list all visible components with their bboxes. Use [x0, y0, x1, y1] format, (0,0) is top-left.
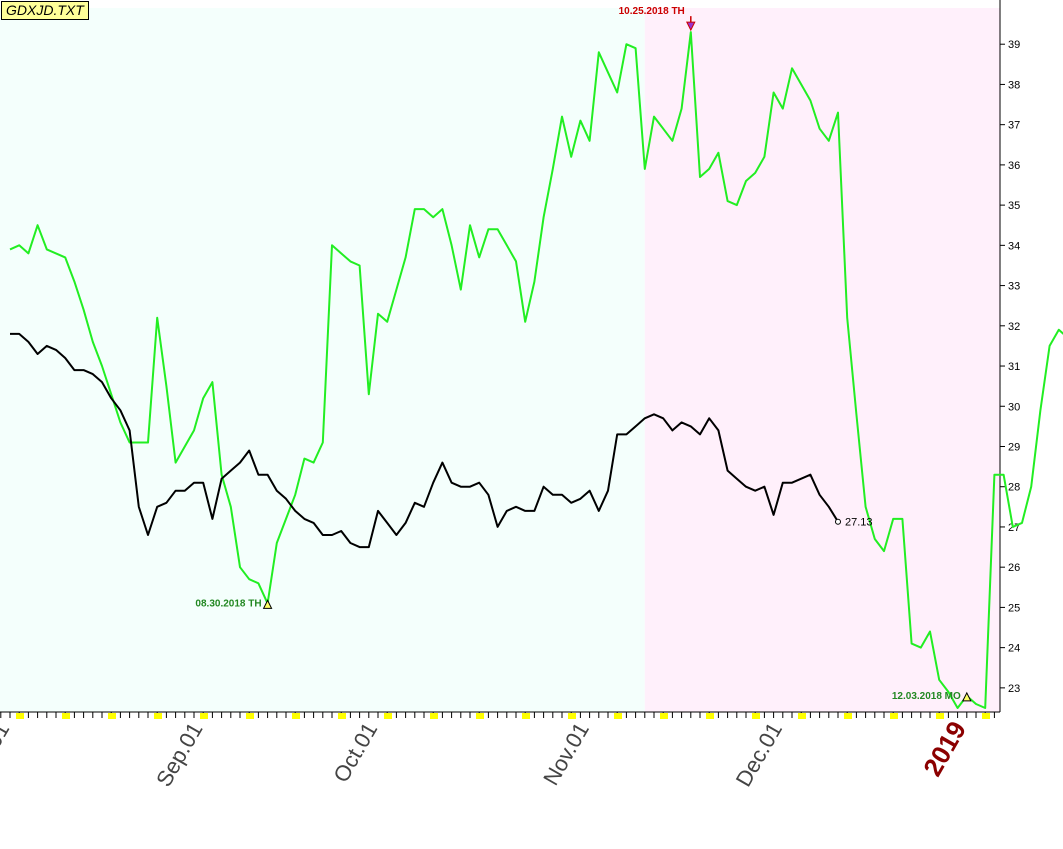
y-tick-label: 38: [1008, 79, 1020, 91]
series-layer: 27.13: [9, 31, 1063, 709]
y-tick-label: 24: [1008, 643, 1020, 655]
x-tick-square: [982, 713, 990, 719]
y-tick-label: 31: [1008, 361, 1020, 373]
background-region-after: [644, 8, 1000, 712]
x-tick-square: [936, 713, 944, 719]
x-tick-square: [292, 713, 300, 719]
annotation-label: 12.03.2018 MO: [892, 691, 961, 702]
y-tick-label: 37: [1008, 120, 1020, 132]
last-value-point: [835, 518, 841, 525]
y-tick-label: 26: [1008, 562, 1020, 574]
x-tick-square: [522, 713, 530, 719]
x-date-label: Dec.01: [731, 718, 788, 791]
x-date-label: Sep.01: [151, 718, 208, 791]
y-tick-label: 28: [1008, 482, 1020, 494]
x-axis: .01 Sep.01 Oct.01 Nov.01 Dec.01 2019: [0, 711, 1000, 791]
x-tick-square: [108, 713, 116, 719]
y-tick-label: 33: [1008, 281, 1020, 293]
last-value-label: 27.13: [845, 517, 873, 529]
series-secondary-line: [10, 332, 839, 549]
x-tick-square: [384, 713, 392, 719]
chart-title: GDXJD.TXT: [1, 1, 89, 20]
x-year-label: 2019: [917, 716, 972, 781]
annotation-label: 10.25.2018 TH: [619, 6, 685, 17]
x-tick-square: [200, 713, 208, 719]
y-tick-label: 36: [1008, 160, 1020, 172]
y-tick-label: 34: [1008, 240, 1020, 252]
x-tick-square: [430, 713, 438, 719]
x-tick-square: [798, 713, 806, 719]
low-marker-triangle: [961, 691, 972, 702]
x-tick-square: [62, 713, 70, 719]
series-primary-line: [9, 31, 1063, 709]
y-tick-label: 39: [1008, 39, 1020, 51]
x-tick-square: [338, 713, 346, 719]
background-region-before: [0, 8, 645, 712]
x-date-label: Nov.01: [538, 718, 594, 789]
low-marker-triangle: [262, 599, 273, 609]
x-date-label: .01: [0, 718, 14, 757]
y-tick-label: 35: [1008, 200, 1020, 212]
y-tick-label: 23: [1008, 683, 1020, 695]
x-tick-square: [476, 713, 484, 719]
x-tick-square: [706, 713, 714, 719]
x-tick-square: [752, 713, 760, 719]
annotation-label: 08.30.2018 TH: [195, 598, 261, 609]
x-tick-square: [568, 713, 576, 719]
y-tick-label: 25: [1008, 602, 1020, 614]
x-tick-square: [16, 713, 24, 719]
x-tick-square: [246, 713, 254, 719]
y-tick-label: 29: [1008, 441, 1020, 453]
x-tick-square: [660, 713, 668, 719]
y-tick-label: 30: [1008, 401, 1020, 413]
x-tick-square: [614, 713, 622, 719]
x-tick-square: [154, 713, 162, 719]
x-tick-square: [844, 713, 852, 719]
annotation-layer: 10.25.2018 TH 08.30.2018 TH 12.03.2018 MO: [195, 6, 972, 702]
x-date-label: Oct.01: [328, 718, 382, 787]
y-tick-label: 32: [1008, 321, 1020, 333]
x-tick-square: [890, 713, 898, 719]
